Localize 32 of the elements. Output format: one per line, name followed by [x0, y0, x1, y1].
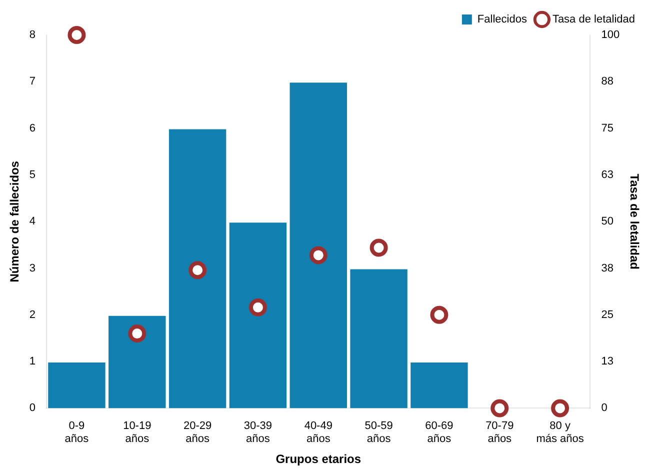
- x-tick-label: 70-79 años: [486, 420, 514, 446]
- y2-tick-label: 75: [601, 122, 614, 134]
- y2-tick-label: 50: [601, 216, 614, 228]
- x-tick-label: 20-29 años: [183, 420, 212, 446]
- y-tick-label: 7: [29, 76, 36, 88]
- y2-tick-label: 25: [601, 308, 614, 321]
- y2-tick-label: 100: [601, 29, 620, 42]
- x-tick-label: 40-49 años: [304, 420, 332, 446]
- y-tick-label: 8: [29, 29, 36, 42]
- y-tick-label: 1: [29, 356, 36, 368]
- y2-tick-label: 0: [601, 402, 608, 414]
- x-tick-label: 80 y más años: [536, 420, 584, 446]
- x-tick-label: 60-69 años: [425, 420, 454, 446]
- y2-tick-label: 13: [601, 356, 614, 368]
- y-tick-label: 6: [29, 122, 36, 134]
- x-tick-label: 30-39 años: [244, 420, 272, 446]
- y2-tick-label: 88: [601, 76, 614, 88]
- y-tick-label: 4: [29, 216, 36, 228]
- y-tick-label: 2: [29, 308, 36, 321]
- x-axis-title: Grupos etarios: [276, 452, 362, 466]
- y2-tick-label: 38: [601, 262, 614, 274]
- y-tick-label: 0: [29, 402, 36, 414]
- x-tick-label: 50-59 años: [364, 420, 393, 446]
- y2-axis-title: Tasa de letalidad: [627, 174, 642, 270]
- y-tick-label: 3: [29, 262, 36, 274]
- y2-tick-label: 63: [601, 168, 614, 181]
- x-tick-label: 10-19 años: [123, 420, 152, 446]
- y-tick-label: 5: [29, 168, 36, 181]
- x-tick-label: 0-9 años: [64, 420, 90, 446]
- legend-label: Tasa de letalidad: [552, 14, 636, 26]
- y-axis-title: Número de fallecidos: [8, 160, 22, 282]
- legend-label: Fallecidos: [477, 14, 528, 26]
